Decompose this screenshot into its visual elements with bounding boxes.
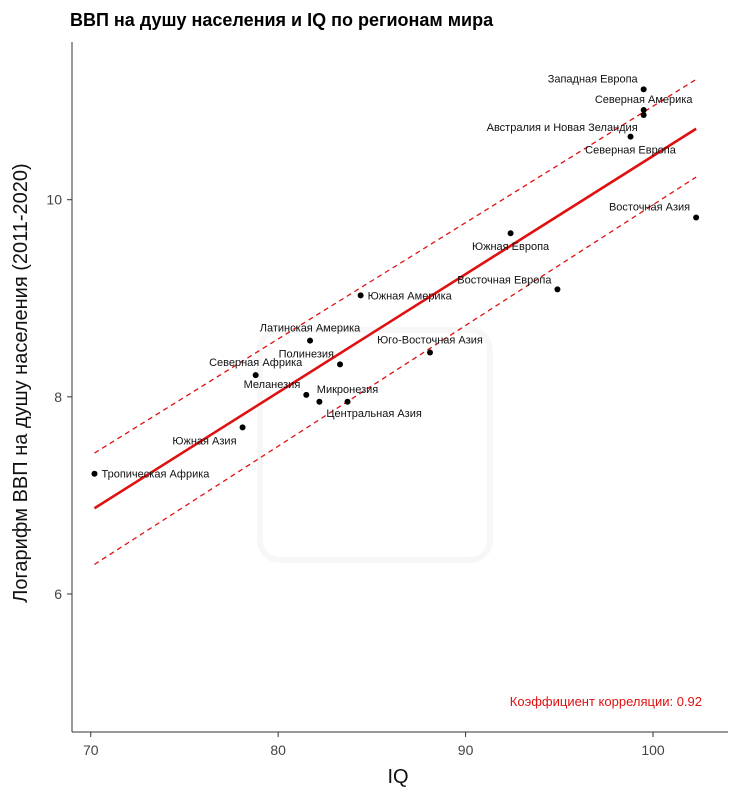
point-label: Меланезия (244, 379, 301, 391)
data-point (507, 230, 514, 237)
point-label: Восточная Европа (457, 274, 552, 286)
point-label: Полинезия (279, 348, 334, 360)
point-label: Западная Европа (548, 73, 639, 85)
x-tick-label: 90 (458, 742, 474, 758)
point-label: Северная Америка (595, 94, 694, 106)
data-point (337, 361, 344, 368)
data-point (693, 214, 700, 221)
data-point (426, 349, 433, 356)
point-label: Южная Азия (172, 435, 236, 447)
point-label: Северная Европа (585, 145, 677, 157)
point-label: Северная Африка (209, 357, 303, 369)
x-tick-label: 70 (83, 742, 99, 758)
x-axis-label: IQ (387, 766, 408, 788)
point-label: Юго-Восточная Азия (377, 335, 483, 347)
point-label: Латинская Америка (260, 323, 361, 335)
point-label: Восточная Азия (609, 201, 690, 213)
point-label: Тропическая Африка (101, 469, 210, 481)
data-point (303, 391, 310, 398)
data-point (640, 107, 647, 114)
data-point (252, 372, 259, 379)
fit-line (93, 127, 697, 510)
point-label: Микронезия (317, 384, 378, 396)
point-labels: Тропическая Африка Южная Азия Северная Афр… (101, 73, 693, 480)
correlation-annotation: Коэффициент корреляции: 0.92 (510, 694, 702, 709)
data-point (239, 424, 246, 431)
data-point (357, 292, 364, 299)
chart-title: ВВП на душу населения и IQ по регионам м… (70, 10, 494, 30)
x-tick-label: 100 (641, 742, 665, 758)
data-points (91, 86, 700, 477)
data-point (307, 337, 314, 344)
y-tick-label: 8 (54, 389, 62, 405)
y-axis-label: Логарифм ВВП на душу населения (2011-202… (10, 163, 32, 602)
data-point (640, 86, 647, 93)
data-point (640, 111, 647, 118)
upper-confidence-line (94, 78, 697, 454)
lower-confidence-line (94, 176, 697, 565)
y-tick-label: 10 (46, 192, 62, 208)
confidence-bands (94, 78, 697, 565)
data-point (627, 133, 634, 140)
point-label: Центральная Азия (326, 408, 421, 420)
regression-line (93, 127, 697, 510)
y-tick-label: 6 (54, 586, 62, 602)
x-tick-label: 80 (270, 742, 286, 758)
data-point (554, 286, 561, 293)
data-point (316, 398, 323, 405)
point-label: Южная Америка (368, 290, 453, 302)
data-point (344, 398, 351, 405)
axes: 70 80 90 100 6 8 10 (46, 42, 728, 758)
point-label: Австралия и Новая Зеландия (487, 122, 638, 134)
data-point (91, 470, 98, 477)
point-label: Южная Европа (472, 241, 550, 253)
